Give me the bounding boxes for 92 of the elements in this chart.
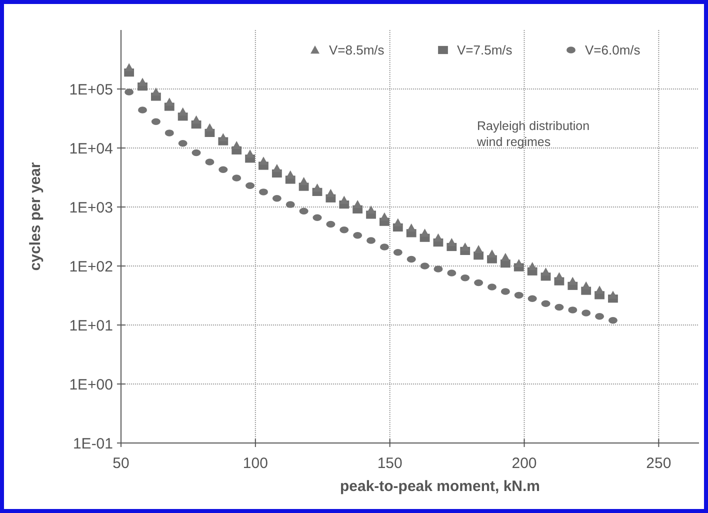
point — [246, 150, 255, 158]
point — [312, 183, 322, 192]
y-tick-label: 1E+05 — [69, 81, 113, 98]
point — [393, 218, 402, 226]
point — [460, 242, 470, 251]
point — [568, 306, 578, 314]
y-tick-label: 1E+04 — [69, 140, 113, 158]
y-axis-title: cycles per year — [27, 162, 44, 271]
y-tick-label: 1E+01 — [69, 317, 113, 334]
point — [420, 228, 430, 237]
point — [205, 158, 214, 166]
point — [582, 281, 591, 290]
point — [138, 106, 148, 114]
x-tick-label: 100 — [242, 455, 268, 472]
point — [514, 292, 524, 299]
point — [272, 164, 282, 172]
point — [299, 177, 308, 186]
point — [406, 256, 416, 263]
point — [138, 78, 148, 86]
point — [312, 214, 322, 222]
point — [178, 107, 188, 116]
point — [380, 244, 389, 250]
point — [447, 270, 456, 276]
point — [541, 268, 550, 276]
point — [218, 166, 228, 173]
point — [151, 87, 160, 96]
y-tick-label: 1E+02 — [69, 258, 113, 276]
x-tick-label: 150 — [377, 455, 402, 472]
point — [595, 313, 604, 320]
point — [164, 98, 174, 106]
point — [608, 290, 618, 299]
point — [582, 310, 591, 316]
point — [487, 249, 496, 258]
point — [272, 195, 282, 202]
point — [192, 115, 201, 124]
y-tick-label: 1E-01 — [72, 435, 113, 452]
x-tick-label: 200 — [512, 455, 537, 472]
point — [528, 262, 537, 270]
legend-label: V=6.0m/s — [585, 42, 641, 58]
point — [124, 63, 134, 72]
x-tick-label: 50 — [112, 455, 130, 472]
point — [474, 245, 484, 254]
point — [258, 188, 268, 196]
point — [434, 233, 443, 242]
y-tick-label: 1E+00 — [69, 376, 113, 394]
point — [326, 188, 336, 198]
point — [568, 276, 578, 285]
point — [246, 182, 255, 190]
x-tick-label: 250 — [646, 455, 672, 472]
point — [500, 288, 510, 295]
point — [487, 284, 496, 290]
legend-label: V=7.5m/s — [457, 42, 513, 58]
point — [178, 140, 188, 147]
point — [164, 130, 174, 136]
point — [286, 201, 295, 208]
point — [447, 238, 456, 246]
point — [366, 237, 376, 244]
point — [299, 208, 308, 215]
point — [541, 300, 550, 308]
point — [554, 304, 564, 311]
point — [608, 316, 618, 324]
point — [340, 196, 349, 204]
point — [232, 174, 242, 182]
point — [353, 200, 362, 208]
point — [340, 226, 349, 234]
point — [205, 123, 214, 132]
point — [258, 156, 268, 165]
point — [514, 259, 524, 268]
point — [500, 252, 510, 261]
point — [353, 232, 362, 239]
point — [366, 205, 376, 214]
point — [406, 224, 416, 232]
point — [124, 88, 134, 96]
point — [595, 286, 604, 294]
point — [393, 249, 402, 256]
y-tick-label: 1E+03 — [69, 199, 113, 216]
point — [460, 274, 470, 282]
x-axis-title: peak-to-peak moment, kN.m — [340, 478, 540, 495]
point — [218, 133, 228, 142]
point — [434, 266, 443, 272]
point — [232, 141, 242, 150]
point — [286, 170, 295, 178]
point — [554, 272, 564, 280]
point — [420, 262, 430, 270]
annotation: Rayleigh distribution wind regimes — [476, 119, 590, 149]
point — [528, 295, 537, 302]
point — [380, 212, 389, 220]
point — [474, 279, 484, 286]
point — [326, 220, 336, 228]
legend-label: V=8.5m/s — [329, 42, 385, 58]
point — [192, 149, 201, 156]
point — [151, 118, 160, 125]
